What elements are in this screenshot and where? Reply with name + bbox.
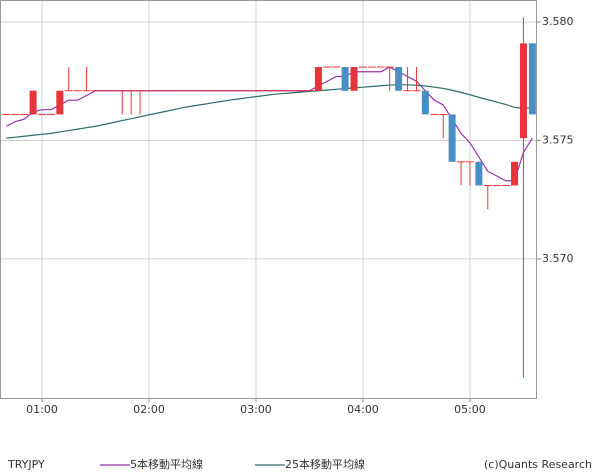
candle-body (350, 67, 358, 91)
y-tick-label: 3.580 (542, 15, 574, 28)
x-tick-label: 02:00 (133, 403, 165, 416)
candle-body (395, 67, 403, 91)
candle-body (475, 161, 483, 186)
y-tick-label: 3.575 (542, 133, 574, 146)
legend-label: 25本移動平均線 (285, 457, 365, 471)
candle-body (29, 90, 37, 115)
candle-body (528, 43, 536, 115)
x-tick-label: 03:00 (240, 403, 272, 416)
x-tick-label: 01:00 (26, 403, 58, 416)
moving-average-line (6, 84, 533, 139)
legend-label: 5本移動平均線 (130, 457, 203, 471)
candle-body (56, 90, 64, 115)
candle-body (341, 67, 349, 91)
candle-body (511, 161, 519, 186)
candle-body (314, 67, 322, 91)
candle-body (448, 114, 456, 162)
symbol-title: TRYJPY (7, 458, 45, 471)
y-tick-label: 3.570 (542, 252, 574, 265)
candle-body (421, 90, 429, 115)
moving-average-line (6, 66, 533, 182)
x-tick-label: 04:00 (347, 403, 379, 416)
x-tick-label: 05:00 (454, 403, 486, 416)
credit: (c)Quants Research (484, 458, 592, 471)
candle-body (519, 43, 527, 139)
plot-frame (0, 0, 537, 399)
